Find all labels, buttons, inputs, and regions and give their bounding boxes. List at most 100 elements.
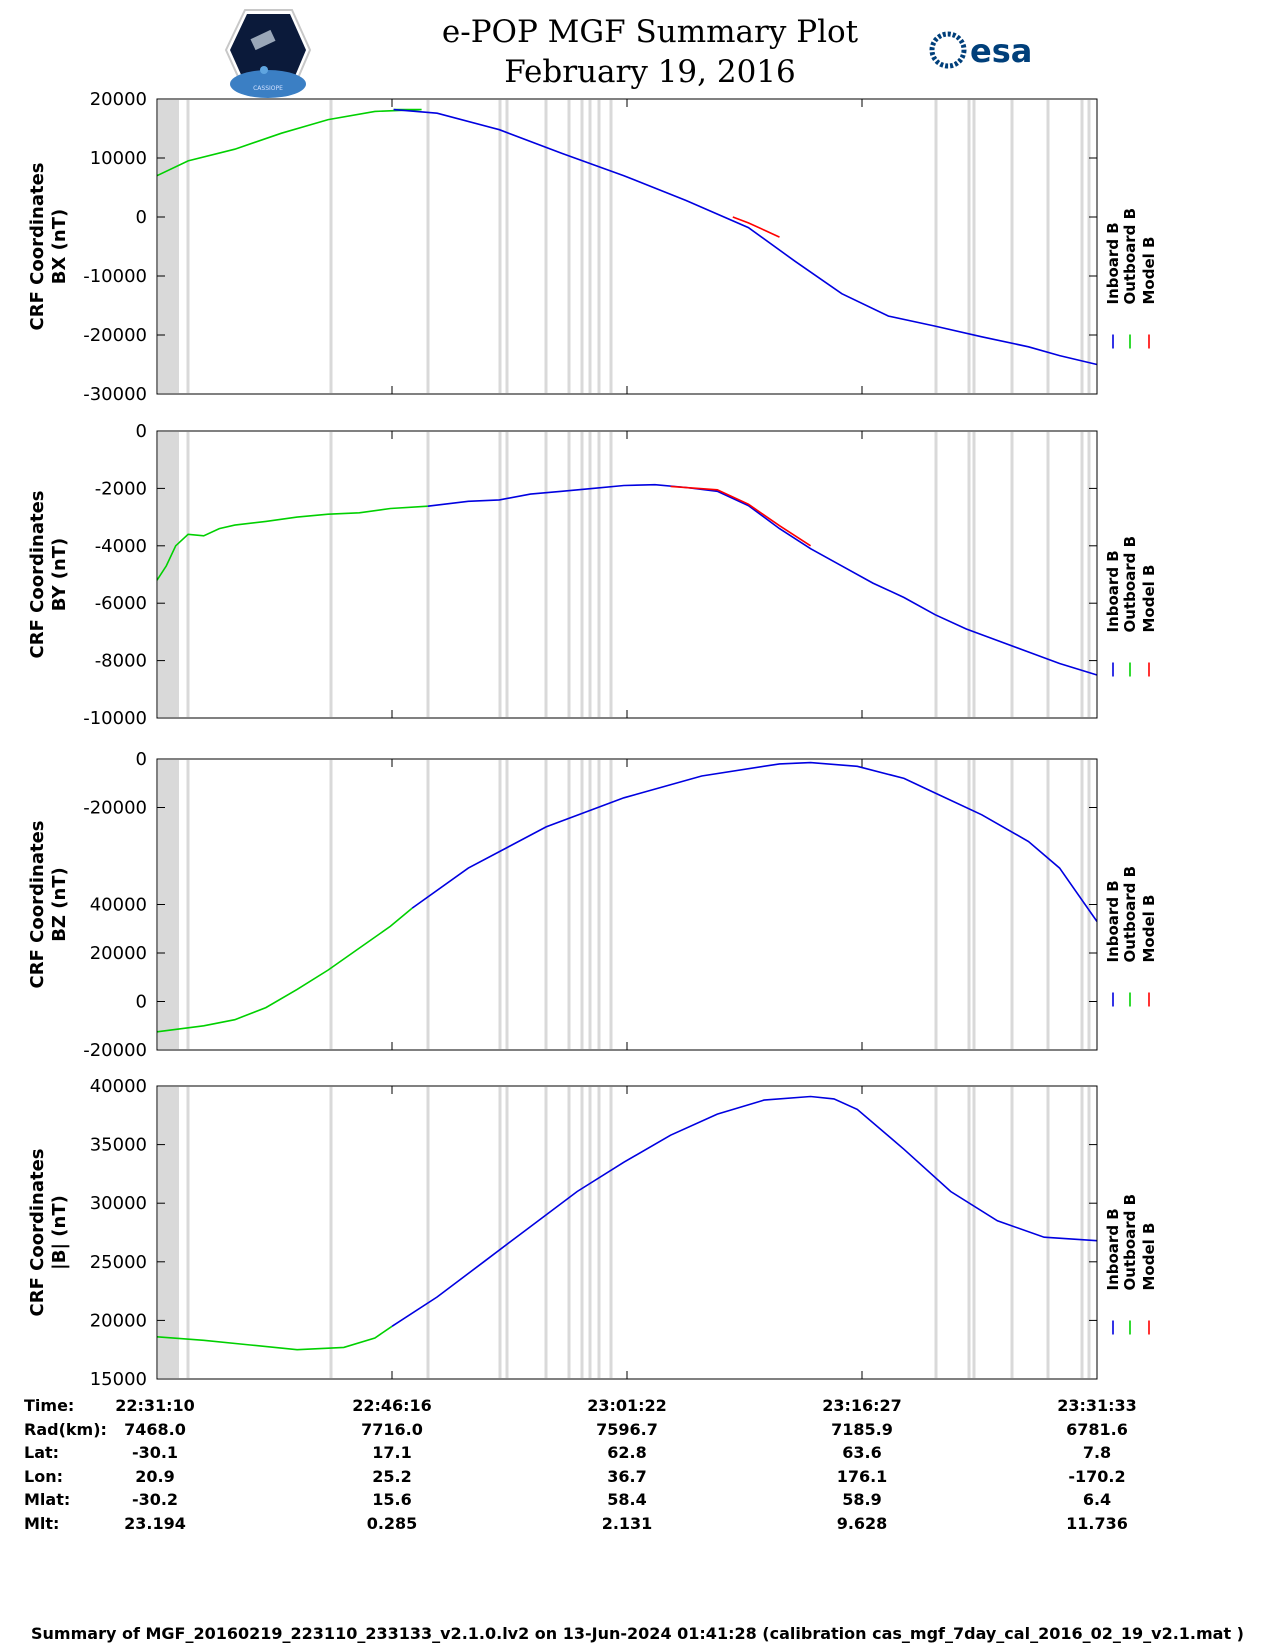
data-gap	[972, 432, 976, 717]
data-gap	[967, 432, 971, 717]
y-tick-label: 40000	[90, 1076, 147, 1097]
table-cell: 36.7	[607, 1467, 647, 1486]
data-gap	[597, 100, 601, 393]
y-axis-label-line1: CRF Coordinates	[27, 821, 48, 989]
y-tick-label: 25000	[90, 1252, 147, 1273]
legend-label: Inboard B	[1104, 880, 1122, 962]
series-line-outboard-b	[156, 1325, 393, 1351]
table-cell: 23:31:33	[1057, 1396, 1137, 1415]
data-gap	[972, 760, 976, 1049]
y-axis-label-line2: BZ (nT)	[49, 867, 70, 942]
data-gap	[567, 100, 571, 393]
data-gap	[1087, 432, 1091, 717]
y-axis-label-line1: CRF Coordinates	[27, 1149, 48, 1317]
y-tick-label: 10000	[90, 148, 147, 169]
data-gap	[505, 1087, 509, 1378]
data-gap	[544, 760, 548, 1049]
table-cell: 11.736	[1066, 1514, 1128, 1533]
data-gap	[1080, 432, 1084, 717]
esa-logo-text: esa	[970, 32, 1032, 70]
data-gap	[158, 432, 179, 717]
table-cell: 23:16:27	[822, 1396, 902, 1415]
y-tick-label: 0	[136, 749, 147, 770]
data-gap	[588, 1087, 592, 1378]
y-axis-label-line1: CRF Coordinates	[27, 163, 48, 331]
y-tick-label: 30000	[90, 1193, 147, 1214]
y-tick-label: 40000	[90, 895, 147, 916]
table-cell: 6.4	[1082, 1490, 1112, 1509]
legend-label: Inboard B	[1104, 550, 1122, 632]
data-gap	[1010, 432, 1014, 717]
y-tick-label: -20000	[83, 1040, 147, 1061]
data-gap	[544, 1087, 548, 1378]
data-gap	[972, 1087, 976, 1378]
data-gap	[967, 1087, 971, 1378]
y-tick-label: -6000	[95, 593, 147, 614]
logos: CASSIOPE esa	[224, 9, 1032, 98]
series-line-inboard-b	[393, 108, 1098, 366]
data-gap	[329, 760, 333, 1049]
legend-label: Outboard B	[1121, 536, 1139, 633]
data-gap	[505, 760, 509, 1049]
data-gap	[329, 1087, 333, 1378]
data-gap	[498, 1087, 502, 1378]
data-gap	[567, 432, 571, 717]
data-gap	[505, 432, 509, 717]
legend-label: Outboard B	[1121, 208, 1139, 305]
data-gap	[609, 760, 613, 1049]
table-cell: 23:01:22	[587, 1396, 667, 1415]
y-axis-label: CRF CoordinatesBX (nT)	[27, 163, 70, 331]
table-cell: 2.131	[601, 1514, 653, 1533]
series-line-model-b	[732, 216, 780, 238]
table-row-label: Lat:	[24, 1443, 60, 1462]
table-row-label: Time:	[24, 1396, 75, 1415]
data-gap	[597, 432, 601, 717]
data-gap	[1010, 760, 1014, 1049]
y-axis-label: CRF CoordinatesBY (nT)	[27, 491, 70, 659]
data-gap	[426, 1087, 430, 1378]
axes-frame	[156, 430, 1098, 719]
y-tick-label: -30000	[83, 384, 147, 405]
y-tick-label: 20000	[90, 1310, 147, 1331]
data-gap	[158, 760, 179, 1049]
table-cell: 17.1	[372, 1443, 412, 1462]
table-cell: 7185.9	[831, 1420, 893, 1439]
legend-label: Inboard B	[1104, 222, 1122, 304]
y-axis-label-line1: CRF Coordinates	[27, 491, 48, 659]
table-cell: 6781.6	[1066, 1420, 1128, 1439]
data-gap	[580, 760, 584, 1049]
table-cell: 7716.0	[361, 1420, 423, 1439]
data-gap	[1010, 1087, 1014, 1378]
data-gap	[609, 100, 613, 393]
table-cell: 9.628	[836, 1514, 888, 1533]
y-axis-label-line2: BX (nT)	[49, 209, 70, 284]
data-gap	[588, 760, 592, 1049]
y-tick-label: -8000	[95, 651, 147, 672]
y-axis-label-line2: BY (nT)	[49, 538, 70, 612]
y-tick-label: -2000	[95, 478, 147, 499]
table-row-label: Lon:	[24, 1467, 63, 1486]
y-tick-label: -10000	[83, 266, 147, 287]
series-line-model-b	[670, 485, 812, 547]
y-tick-label: 20000	[90, 89, 147, 110]
data-gap	[158, 100, 179, 393]
data-gap	[1080, 760, 1084, 1049]
legend-label: Inboard B	[1104, 1208, 1122, 1290]
series-line-inboard-b	[391, 1095, 1098, 1327]
data-gap	[544, 432, 548, 717]
table-cell: 176.1	[836, 1467, 888, 1486]
data-gap	[580, 100, 584, 393]
y-tick-label: -20000	[83, 798, 147, 819]
data-gap	[972, 100, 976, 393]
data-gap	[567, 1087, 571, 1378]
footer-caption: Summary of MGF_20160219_223110_233133_v2…	[31, 1624, 1244, 1643]
cassiope-logo: CASSIOPE	[224, 9, 312, 98]
data-gap	[967, 760, 971, 1049]
data-gap	[426, 760, 430, 1049]
data-gap	[1046, 1087, 1050, 1378]
y-tick-label: -4000	[95, 536, 147, 557]
data-gap	[1080, 100, 1084, 393]
data-gap	[934, 760, 938, 1049]
data-gap	[426, 432, 430, 717]
